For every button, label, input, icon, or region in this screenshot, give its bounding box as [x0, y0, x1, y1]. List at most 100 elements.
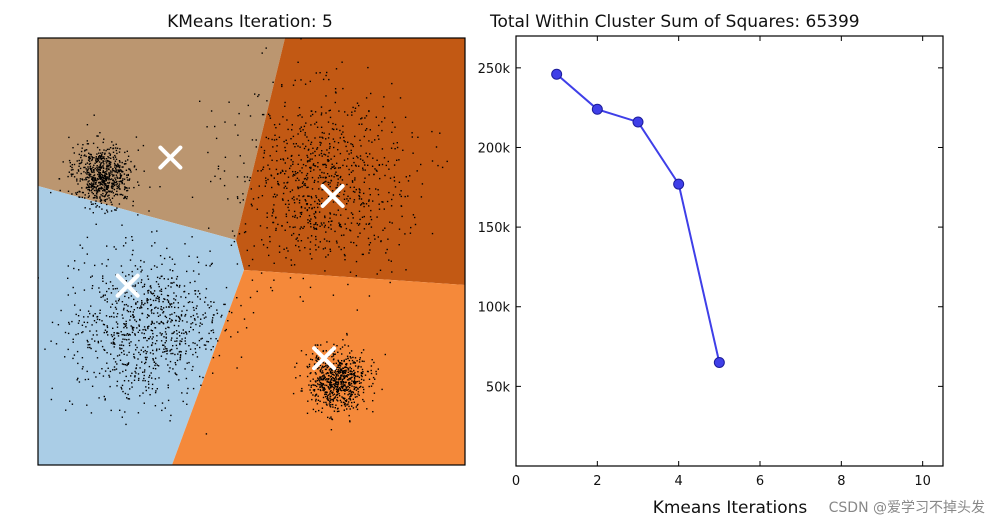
data-point — [326, 395, 328, 397]
data-point — [154, 342, 157, 345]
data-point — [192, 306, 195, 309]
data-point — [291, 197, 293, 200]
data-point — [328, 403, 331, 405]
data-point — [336, 128, 338, 130]
data-point — [106, 209, 108, 211]
data-point — [347, 401, 350, 403]
data-point — [421, 183, 424, 185]
data-point — [341, 353, 343, 355]
data-point — [261, 239, 263, 241]
data-point — [87, 344, 89, 346]
data-point — [105, 183, 107, 185]
data-point — [111, 187, 113, 189]
data-point — [326, 397, 328, 400]
data-point — [147, 327, 149, 330]
data-point — [117, 164, 120, 167]
data-point — [129, 169, 132, 172]
data-point — [176, 275, 179, 278]
data-point — [134, 333, 136, 335]
data-point — [358, 382, 361, 384]
data-point — [93, 183, 95, 186]
data-point — [295, 143, 297, 145]
data-point — [381, 121, 383, 123]
data-point — [105, 194, 107, 196]
data-point — [346, 379, 349, 381]
kmeans-scatter-panel: KMeans Iteration: 5 — [37, 12, 466, 466]
data-point — [205, 288, 208, 290]
data-point — [333, 371, 335, 373]
data-point — [212, 331, 215, 334]
data-point — [322, 389, 324, 391]
data-point — [303, 125, 306, 128]
data-point — [94, 313, 96, 315]
data-point — [311, 258, 313, 260]
data-point — [315, 394, 317, 396]
data-point — [293, 202, 296, 204]
data-point — [315, 381, 317, 383]
data-point — [292, 135, 295, 138]
data-point — [302, 181, 304, 183]
data-point — [162, 323, 165, 325]
data-point — [117, 300, 120, 302]
data-point — [215, 338, 217, 340]
data-point — [337, 369, 339, 371]
data-point — [101, 157, 104, 160]
data-point — [323, 172, 325, 174]
data-point — [302, 277, 304, 280]
data-point — [146, 339, 148, 342]
data-point — [370, 92, 372, 95]
data-point — [95, 186, 97, 188]
data-point — [337, 351, 339, 353]
data-point — [375, 373, 378, 375]
data-point — [86, 162, 89, 164]
data-point — [91, 158, 93, 160]
data-point — [251, 258, 254, 261]
data-point — [323, 377, 326, 379]
data-point — [121, 179, 124, 182]
data-point — [323, 386, 325, 389]
data-point — [314, 217, 317, 219]
data-point — [91, 167, 93, 170]
data-point — [181, 332, 183, 334]
data-point — [343, 376, 345, 378]
data-point — [292, 163, 294, 165]
data-point — [301, 186, 303, 188]
data-point — [165, 348, 167, 350]
data-point — [146, 300, 148, 302]
data-point — [309, 160, 311, 162]
x-tick-label: 2 — [593, 474, 601, 489]
data-point — [340, 385, 343, 388]
data-point — [126, 309, 128, 312]
data-point — [336, 378, 338, 380]
data-point — [333, 378, 336, 380]
data-point — [350, 357, 352, 359]
data-point — [322, 383, 324, 386]
data-point — [314, 372, 317, 374]
data-point — [124, 292, 126, 294]
data-point — [115, 184, 117, 186]
data-point — [310, 392, 312, 394]
data-point — [338, 222, 340, 224]
data-point — [267, 137, 270, 140]
data-point — [312, 408, 315, 411]
data-point — [81, 161, 83, 163]
data-point — [151, 312, 153, 314]
data-point — [147, 292, 149, 294]
data-point — [339, 368, 341, 371]
data-point — [91, 156, 93, 158]
data-point — [363, 388, 365, 391]
data-point — [114, 166, 116, 168]
data-point — [301, 172, 303, 174]
data-point — [125, 187, 127, 189]
data-point — [244, 180, 246, 183]
data-point — [105, 162, 108, 164]
data-point — [356, 102, 359, 104]
data-point — [340, 381, 343, 383]
data-point — [87, 159, 90, 161]
data-point — [294, 146, 296, 148]
data-point — [109, 153, 112, 155]
data-point — [339, 388, 341, 391]
data-point — [108, 190, 110, 192]
data-point — [166, 348, 168, 350]
data-point — [85, 172, 87, 174]
